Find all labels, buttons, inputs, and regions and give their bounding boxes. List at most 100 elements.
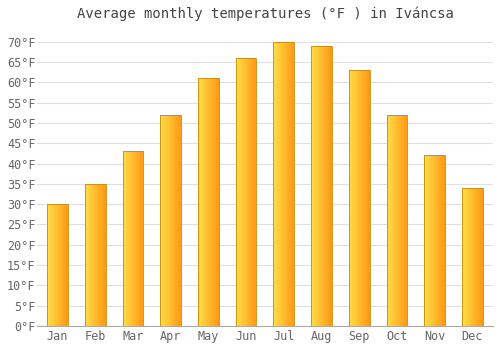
Bar — [48, 204, 49, 326]
Bar — [243, 58, 244, 326]
Bar — [331, 46, 332, 326]
Bar — [475, 188, 476, 326]
Bar — [163, 115, 164, 326]
Bar — [133, 151, 134, 326]
Bar — [474, 188, 475, 326]
Bar — [138, 151, 139, 326]
Bar — [431, 155, 432, 326]
Bar — [160, 115, 161, 326]
Bar — [291, 42, 292, 326]
Bar — [312, 46, 313, 326]
Bar — [136, 151, 137, 326]
Bar — [171, 115, 172, 326]
Bar — [393, 115, 394, 326]
Bar — [467, 188, 468, 326]
Bar — [283, 42, 284, 326]
Bar — [87, 184, 88, 326]
Bar — [323, 46, 324, 326]
Bar — [100, 184, 101, 326]
Bar — [350, 70, 351, 326]
Bar — [129, 151, 130, 326]
Bar — [391, 115, 392, 326]
Bar — [463, 188, 464, 326]
Bar — [202, 78, 203, 326]
Bar — [167, 115, 168, 326]
Bar — [89, 184, 90, 326]
Bar — [275, 42, 276, 326]
Bar — [214, 78, 215, 326]
Bar — [122, 151, 144, 326]
Bar — [209, 78, 210, 326]
Bar — [351, 70, 352, 326]
Bar — [278, 42, 279, 326]
Bar — [88, 184, 89, 326]
Bar — [284, 42, 285, 326]
Bar — [250, 58, 251, 326]
Bar — [286, 42, 287, 326]
Bar — [254, 58, 255, 326]
Bar — [324, 46, 325, 326]
Bar — [211, 78, 212, 326]
Bar — [392, 115, 393, 326]
Bar — [358, 70, 359, 326]
Bar — [439, 155, 440, 326]
Bar — [66, 204, 67, 326]
Bar — [180, 115, 181, 326]
Bar — [328, 46, 329, 326]
Bar — [142, 151, 143, 326]
Bar — [179, 115, 180, 326]
Bar — [176, 115, 177, 326]
Bar — [315, 46, 316, 326]
Bar — [464, 188, 465, 326]
Bar — [386, 115, 407, 326]
Bar — [356, 70, 357, 326]
Bar — [279, 42, 280, 326]
Bar — [425, 155, 426, 326]
Bar — [353, 70, 354, 326]
Bar — [161, 115, 162, 326]
Bar — [105, 184, 106, 326]
Bar — [52, 204, 53, 326]
Bar — [367, 70, 368, 326]
Bar — [478, 188, 479, 326]
Bar — [236, 58, 256, 326]
Bar — [470, 188, 471, 326]
Bar — [249, 58, 250, 326]
Bar — [443, 155, 444, 326]
Bar — [432, 155, 433, 326]
Bar — [282, 42, 283, 326]
Bar — [94, 184, 95, 326]
Bar — [313, 46, 314, 326]
Bar — [469, 188, 470, 326]
Bar — [160, 115, 181, 326]
Bar — [213, 78, 214, 326]
Bar — [280, 42, 281, 326]
Bar — [165, 115, 166, 326]
Bar — [361, 70, 362, 326]
Bar — [97, 184, 98, 326]
Bar — [247, 58, 248, 326]
Bar — [60, 204, 61, 326]
Bar — [276, 42, 277, 326]
Bar — [435, 155, 436, 326]
Bar — [427, 155, 428, 326]
Bar — [236, 58, 237, 326]
Bar — [477, 188, 478, 326]
Bar — [397, 115, 398, 326]
Bar — [277, 42, 278, 326]
Bar — [349, 70, 370, 326]
Bar — [424, 155, 445, 326]
Bar — [128, 151, 129, 326]
Bar — [395, 115, 396, 326]
Bar — [240, 58, 241, 326]
Bar — [368, 70, 369, 326]
Bar — [204, 78, 205, 326]
Bar — [200, 78, 201, 326]
Bar — [365, 70, 366, 326]
Bar — [274, 42, 294, 326]
Bar — [352, 70, 353, 326]
Bar — [388, 115, 389, 326]
Bar — [387, 115, 388, 326]
Bar — [50, 204, 51, 326]
Bar — [61, 204, 62, 326]
